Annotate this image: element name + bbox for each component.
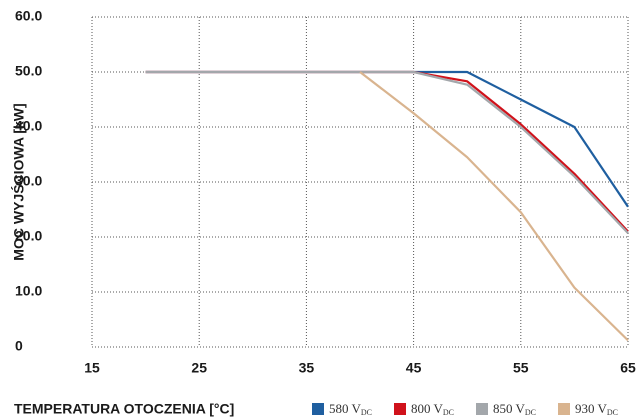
x-axis-title: TEMPERATURA OTOCZENIA [°C] bbox=[14, 401, 234, 417]
x-tick-label: 15 bbox=[84, 360, 100, 376]
legend-swatch bbox=[394, 403, 406, 415]
y-tick-label: 20.0 bbox=[15, 228, 42, 244]
x-tick-label: 25 bbox=[191, 360, 207, 376]
y-tick-label: 40.0 bbox=[15, 118, 42, 134]
legend-swatch bbox=[558, 403, 570, 415]
legend-label: 800 VDC bbox=[411, 401, 454, 417]
y-tick-label: 60.0 bbox=[15, 8, 42, 24]
x-tick-label: 65 bbox=[620, 360, 636, 376]
legend-label: 580 VDC bbox=[329, 401, 372, 417]
legend-swatch bbox=[312, 403, 324, 415]
line bbox=[359, 71, 629, 342]
line bbox=[145, 70, 629, 234]
y-axis-title: MOC WYJŚCIOWA [kW] bbox=[10, 103, 27, 260]
line bbox=[145, 70, 629, 233]
y-tick-label: 30.0 bbox=[15, 173, 42, 189]
legend-label: 930 VDC bbox=[575, 401, 618, 417]
x-tick-label: 45 bbox=[406, 360, 422, 376]
x-tick-label: 35 bbox=[299, 360, 315, 376]
y-tick-label: 0 bbox=[15, 338, 23, 354]
legend-label: 850 VDC bbox=[493, 401, 536, 417]
y-tick-label: 10.0 bbox=[15, 283, 42, 299]
legend-swatch bbox=[476, 403, 488, 415]
x-tick-label: 55 bbox=[513, 360, 529, 376]
y-tick-label: 50.0 bbox=[15, 63, 42, 79]
